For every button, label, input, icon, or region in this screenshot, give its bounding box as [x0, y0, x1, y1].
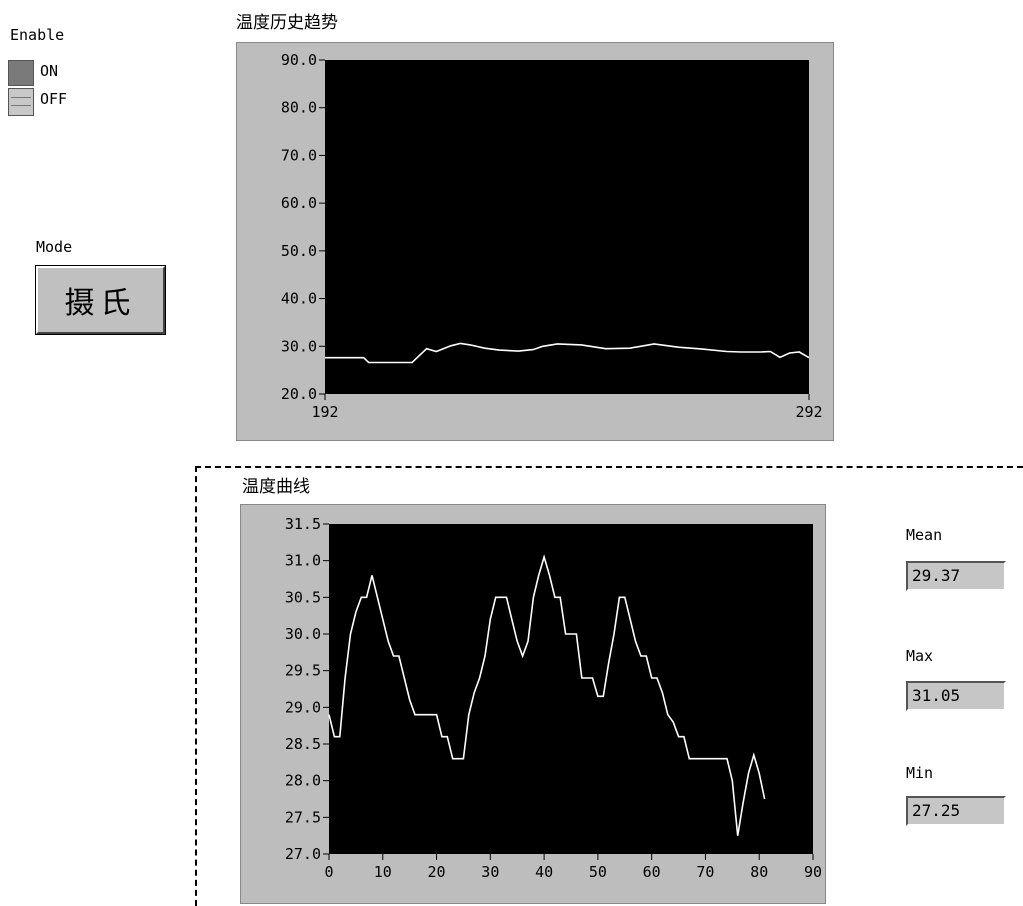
- hist-x-tick-label: 292: [795, 403, 822, 421]
- curve-y-tick-label: 30.5: [285, 588, 321, 606]
- mode-label: Mode: [36, 238, 73, 256]
- curve-y-tick-label: 28.0: [285, 772, 321, 790]
- curve-x-tick-label: 20: [428, 863, 446, 881]
- enable-switch[interactable]: [8, 60, 34, 118]
- curve-x-tick-label: 80: [750, 863, 768, 881]
- hist-y-tick-label: 20.0: [281, 385, 317, 403]
- switch-on-position[interactable]: [8, 60, 34, 86]
- hist-y-tick-label: 30.0: [281, 337, 317, 355]
- cluster-border-left: [195, 466, 197, 906]
- curve-x-tick-label: 60: [643, 863, 661, 881]
- curve-x-tick-label: 40: [535, 863, 553, 881]
- history-series-line: [325, 342, 810, 364]
- curve-y-tick-label: 30.0: [285, 625, 321, 643]
- switch-off-position[interactable]: [8, 88, 34, 116]
- curve-plot-area: [329, 524, 813, 854]
- curve-x-tick-label: 0: [324, 863, 333, 881]
- curve-chart-frame: 31.5 31.0 30.5 30.0 29.5 29.0 28.5 28.0 27.5 27.0…: [240, 504, 826, 904]
- enable-off-label: OFF: [40, 90, 68, 108]
- curve-y-tick-label: 31.5: [285, 515, 321, 533]
- min-label: Min: [906, 764, 934, 782]
- hist-y-tick-label: 50.0: [281, 242, 317, 260]
- mean-indicator: 29.37: [906, 561, 1006, 591]
- history-plot-area: [325, 60, 809, 394]
- min-indicator: 27.25: [906, 796, 1006, 826]
- curve-x-tick-label: 30: [481, 863, 499, 881]
- max-indicator: 31.05: [906, 681, 1006, 711]
- hist-y-tick-label: 70.0: [281, 146, 317, 164]
- mode-button[interactable]: 摄氏: [35, 265, 166, 335]
- curve-y-tick-label: 27.0: [285, 845, 321, 863]
- mean-label: Mean: [906, 526, 943, 544]
- history-chart-frame: 90.0 80.0 70.0 60.0 50.0 40.0 30.0 20.0 192 292: [236, 42, 834, 441]
- max-label: Max: [906, 647, 934, 665]
- history-chart: 90.0 80.0 70.0 60.0 50.0 40.0 30.0 20.0 192 292: [281, 51, 823, 421]
- hist-y-tick-label: 80.0: [281, 99, 317, 117]
- curve-y-tick-label: 27.5: [285, 808, 321, 826]
- hist-y-tick-label: 60.0: [281, 194, 317, 212]
- enable-label: Enable: [10, 26, 65, 44]
- curve-y-tick-label: 29.5: [285, 662, 321, 680]
- curve-x-tick-label: 50: [589, 863, 607, 881]
- curve-chart-title: 温度曲线: [242, 477, 310, 497]
- hist-x-tick-label: 192: [311, 403, 338, 421]
- curve-chart: 31.5 31.0 30.5 30.0 29.5 29.0 28.5 28.0 27.5 27.0…: [285, 515, 822, 881]
- curve-x-tick-label: 70: [696, 863, 714, 881]
- curve-series-line: [328, 554, 766, 836]
- history-chart-title: 温度历史趋势: [236, 13, 338, 33]
- enable-on-label: ON: [40, 62, 59, 80]
- curve-y-tick-label: 28.5: [285, 735, 321, 753]
- hist-y-tick-label: 90.0: [281, 51, 317, 69]
- curve-x-tick-label: 90: [804, 863, 822, 881]
- cluster-border-top: [195, 466, 1023, 468]
- curve-x-tick-label: 10: [374, 863, 392, 881]
- curve-y-tick-label: 31.0: [285, 552, 321, 570]
- hist-y-tick-label: 40.0: [281, 290, 317, 308]
- curve-y-tick-label: 29.0: [285, 698, 321, 716]
